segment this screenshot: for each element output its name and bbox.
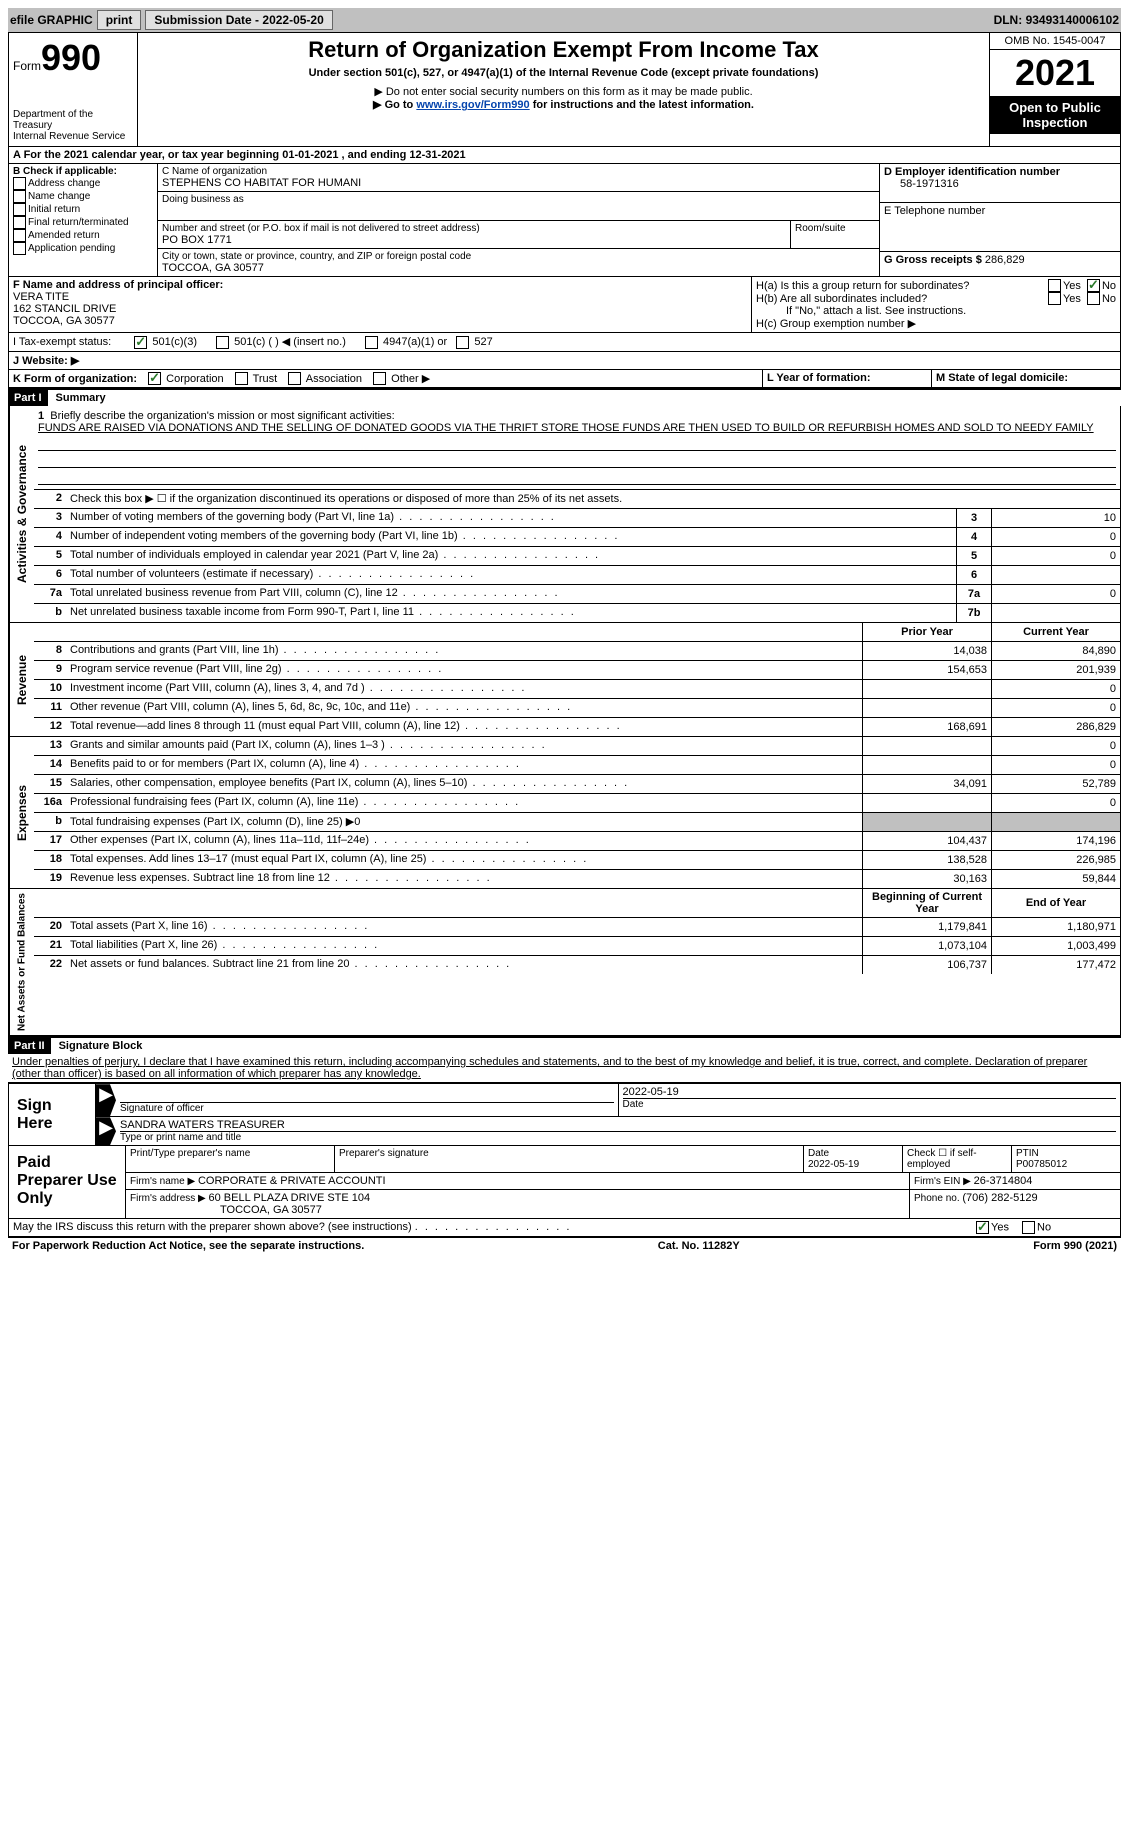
form-title: Return of Organization Exempt From Incom… [142, 37, 985, 63]
checkbox-initial-return[interactable] [13, 203, 26, 216]
checkbox-4947[interactable] [365, 336, 378, 349]
org-city: TOCCOA, GA 30577 [162, 262, 875, 274]
checkbox-address-change[interactable] [13, 177, 26, 190]
expense-line: 16a Professional fundraising fees (Part … [34, 794, 1120, 813]
section-d: D Employer identification number 58-1971… [880, 164, 1120, 276]
expense-line: 15 Salaries, other compensation, employe… [34, 775, 1120, 794]
efile-label: efile GRAPHIC [10, 13, 93, 27]
checkbox-hb-no[interactable] [1087, 292, 1100, 305]
top-toolbar: efile GRAPHIC print Submission Date - 20… [8, 8, 1121, 32]
penalty-statement: Under penalties of perjury, I declare th… [8, 1054, 1121, 1082]
checkbox-trust[interactable] [235, 372, 248, 385]
netassets-line: 20 Total assets (Part X, line 16) 1,179,… [34, 918, 1120, 937]
gross-receipts: 286,829 [985, 254, 1025, 266]
tax-year: 2021 [990, 50, 1120, 96]
part2-header: Part II Signature Block [8, 1036, 1121, 1054]
may-discuss-row: May the IRS discuss this return with the… [8, 1219, 1121, 1237]
checkbox-app-pending[interactable] [13, 242, 26, 255]
part1-netassets: Net Assets or Fund Balances Beginning of… [8, 889, 1121, 1036]
sign-here-block: Sign Here ▶ Signature of officer 2022-05… [8, 1082, 1121, 1146]
section-b: B Check if applicable: Address change Na… [9, 164, 158, 276]
form-header: Form990 Department of the Treasury Inter… [8, 32, 1121, 147]
firm-name: CORPORATE & PRIVATE ACCOUNTI [198, 1175, 386, 1187]
section-i: I Tax-exempt status: 501(c)(3) 501(c) ( … [8, 333, 1121, 352]
ptin: P00785012 [1016, 1159, 1067, 1170]
checkbox-527[interactable] [456, 336, 469, 349]
irs-label: Internal Revenue Service [13, 131, 133, 142]
ein: 58-1971316 [884, 178, 1116, 190]
expense-line: 17 Other expenses (Part IX, column (A), … [34, 832, 1120, 851]
page-footer: For Paperwork Reduction Act Notice, see … [8, 1237, 1121, 1254]
expense-line: 19 Revenue less expenses. Subtract line … [34, 870, 1120, 888]
summary-line: 4 Number of independent voting members o… [34, 528, 1120, 547]
revenue-line: 10 Investment income (Part VIII, column … [34, 680, 1120, 699]
checkbox-final-return[interactable] [13, 216, 26, 229]
org-name: STEPHENS CO HABITAT FOR HUMANI [162, 177, 875, 189]
summary-line: 5 Total number of individuals employed i… [34, 547, 1120, 566]
revenue-line: 8 Contributions and grants (Part VIII, l… [34, 642, 1120, 661]
sign-date: 2022-05-19 [623, 1086, 1117, 1098]
checkbox-name-change[interactable] [13, 190, 26, 203]
part1-revenue: Revenue Prior Year Current Year 8 Contri… [8, 623, 1121, 737]
sections-bcd: B Check if applicable: Address change Na… [8, 164, 1121, 277]
summary-line: 7a Total unrelated business revenue from… [34, 585, 1120, 604]
form-number: 990 [41, 37, 101, 78]
checkbox-hb-yes[interactable] [1048, 292, 1061, 305]
sections-fh: F Name and address of principal officer:… [8, 277, 1121, 333]
note-ssn: ▶ Do not enter social security numbers o… [142, 85, 985, 98]
officer-print-name: SANDRA WATERS TREASURER [120, 1119, 1116, 1131]
dept-treasury: Department of the Treasury [13, 109, 133, 131]
org-address: PO BOX 1771 [162, 234, 786, 246]
part1-header: Part I Summary [8, 388, 1121, 406]
netassets-line: 22 Net assets or fund balances. Subtract… [34, 956, 1120, 974]
print-button[interactable]: print [97, 10, 142, 30]
checkbox-discuss-no[interactable] [1022, 1221, 1035, 1234]
revenue-line: 12 Total revenue—add lines 8 through 11 … [34, 718, 1120, 736]
part1-governance: Activities & Governance 1 Briefly descri… [8, 406, 1121, 623]
checkbox-assoc[interactable] [288, 372, 301, 385]
revenue-line: 11 Other revenue (Part VIII, column (A),… [34, 699, 1120, 718]
checkbox-ha-yes[interactable] [1048, 279, 1061, 292]
netassets-line: 21 Total liabilities (Part X, line 26) 1… [34, 937, 1120, 956]
dln: DLN: 93493140006102 [994, 13, 1119, 27]
expense-line: 14 Benefits paid to or for members (Part… [34, 756, 1120, 775]
checkbox-discuss-yes[interactable] [976, 1221, 989, 1234]
arrow-icon: ▶ [96, 1117, 116, 1145]
expense-line: 13 Grants and similar amounts paid (Part… [34, 737, 1120, 756]
summary-line: b Net unrelated business taxable income … [34, 604, 1120, 622]
paid-preparer-block: Paid Preparer Use Only Print/Type prepar… [8, 1146, 1121, 1219]
expense-line: b Total fundraising expenses (Part IX, c… [34, 813, 1120, 832]
checkbox-amended[interactable] [13, 229, 26, 242]
checkbox-501c3[interactable] [134, 336, 147, 349]
summary-line: 3 Number of voting members of the govern… [34, 509, 1120, 528]
form-label: Form [13, 59, 41, 73]
officer-name: VERA TITE [13, 291, 747, 303]
sections-klm: K Form of organization: Corporation Trus… [8, 370, 1121, 389]
revenue-line: 9 Program service revenue (Part VIII, li… [34, 661, 1120, 680]
checkbox-corp[interactable] [148, 372, 161, 385]
checkbox-other[interactable] [373, 372, 386, 385]
checkbox-501c[interactable] [216, 336, 229, 349]
arrow-icon: ▶ [96, 1084, 116, 1116]
summary-line: 6 Total number of volunteers (estimate i… [34, 566, 1120, 585]
firm-phone: (706) 282-5129 [962, 1192, 1037, 1204]
part1-expenses: Expenses 13 Grants and similar amounts p… [8, 737, 1121, 889]
firm-ein: 26-3714804 [974, 1175, 1033, 1187]
submission-date: Submission Date - 2022-05-20 [145, 10, 332, 30]
checkbox-ha-no[interactable] [1087, 279, 1100, 292]
form-subtitle: Under section 501(c), 527, or 4947(a)(1)… [142, 67, 985, 79]
section-j: J Website: ▶ [8, 352, 1121, 370]
section-a: A For the 2021 calendar year, or tax yea… [8, 147, 1121, 164]
section-c: C Name of organization STEPHENS CO HABIT… [158, 164, 880, 276]
expense-line: 18 Total expenses. Add lines 13–17 (must… [34, 851, 1120, 870]
irs-link[interactable]: www.irs.gov/Form990 [416, 99, 529, 111]
inspection-notice: Open to Public Inspection [990, 96, 1120, 134]
omb-number: OMB No. 1545-0047 [990, 33, 1120, 50]
mission-text: FUNDS ARE RAISED VIA DONATIONS AND THE S… [38, 422, 1116, 434]
